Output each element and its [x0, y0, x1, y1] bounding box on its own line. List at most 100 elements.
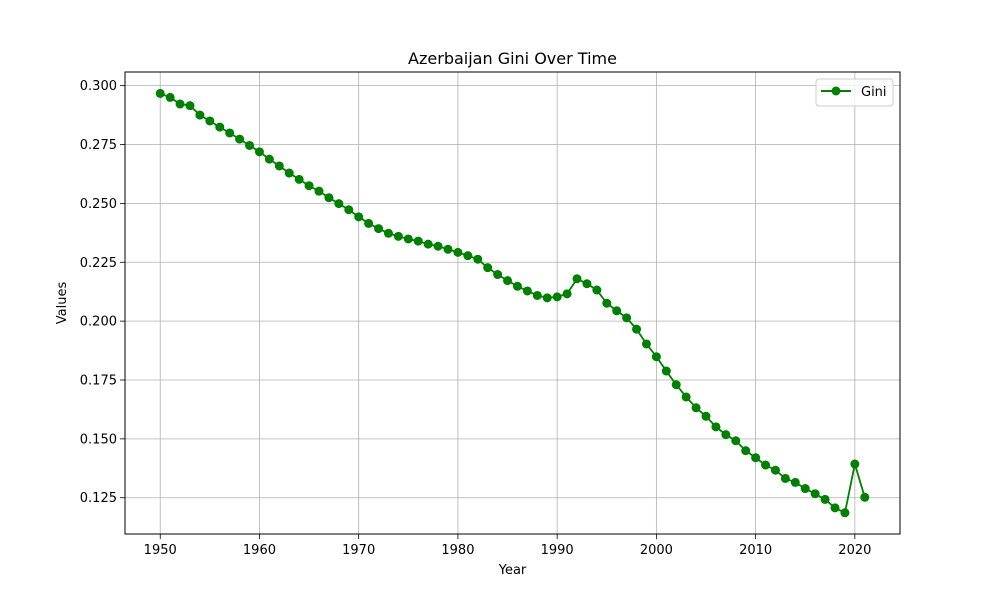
data-point: [820, 494, 830, 504]
y-tick-label: 0.250: [80, 197, 117, 212]
data-point: [661, 366, 671, 376]
y-tick-label: 0.200: [80, 315, 117, 330]
data-point: [225, 128, 235, 138]
data-point: [185, 101, 195, 111]
data-point: [155, 88, 165, 98]
y-tick-label: 0.125: [80, 491, 117, 506]
data-point: [552, 292, 562, 302]
y-tick-label: 0.300: [80, 79, 117, 94]
data-point: [374, 224, 384, 234]
legend-label-gini: Gini: [861, 85, 887, 100]
data-point: [393, 231, 403, 241]
data-point: [671, 380, 681, 390]
data-point: [205, 116, 215, 126]
data-point: [264, 154, 274, 164]
x-tick-label: 2010: [739, 543, 772, 558]
y-tick-label: 0.175: [80, 374, 117, 389]
data-point: [364, 218, 374, 228]
data-point: [761, 460, 771, 470]
legend-box: [815, 78, 894, 107]
y-axis-label: Values: [55, 282, 70, 325]
data-point: [522, 286, 532, 296]
data-point: [354, 212, 364, 222]
data-point: [770, 465, 780, 475]
data-point: [780, 473, 790, 483]
axis-ticks: 1950 1960 1970 1980 1990 2000 2010 2020 0.125 0.1…: [80, 79, 872, 558]
data-point: [235, 134, 245, 144]
data-point: [503, 276, 513, 286]
data-point: [532, 290, 542, 300]
grid-lines: [125, 72, 900, 534]
data-point: [344, 205, 354, 215]
data-point: [512, 281, 522, 291]
data-point: [403, 234, 413, 244]
chart-title: Azerbaijan Gini Over Time: [408, 49, 617, 68]
x-tick-label: 2000: [640, 543, 673, 558]
data-point: [582, 279, 592, 289]
data-point: [245, 140, 255, 150]
y-tick-label: 0.275: [80, 138, 117, 153]
legend-marker-swatch: [831, 86, 841, 96]
data-point: [433, 241, 443, 251]
data-point: [254, 147, 264, 157]
data-point: [443, 244, 453, 254]
data-point: [721, 430, 731, 440]
data-point: [383, 228, 393, 238]
data-point: [324, 193, 334, 203]
x-tick-label: 1960: [243, 543, 276, 558]
data-point: [453, 247, 463, 257]
data-point: [840, 508, 850, 518]
data-point: [691, 403, 701, 413]
x-tick-label: 2020: [838, 543, 871, 558]
data-point: [810, 489, 820, 499]
data-point: [741, 446, 751, 456]
data-point: [731, 436, 741, 446]
data-point: [701, 411, 711, 421]
data-point: [165, 92, 175, 102]
data-point: [651, 352, 661, 362]
data-point: [641, 339, 651, 349]
data-point: [751, 453, 761, 463]
legend: Gini: [815, 78, 894, 107]
data-point: [413, 236, 423, 246]
data-point: [830, 503, 840, 513]
data-point: [612, 306, 622, 316]
data-point: [423, 239, 433, 249]
data-point: [463, 251, 473, 261]
x-tick-label: 1970: [342, 543, 375, 558]
data-point: [314, 186, 324, 196]
y-tick-label: 0.225: [80, 256, 117, 271]
x-tick-label: 1950: [144, 543, 177, 558]
data-point: [493, 270, 503, 280]
data-point: [483, 263, 493, 273]
data-point: [304, 181, 314, 191]
data-point: [681, 392, 691, 402]
data-point: [790, 477, 800, 487]
x-tick-label: 1980: [441, 543, 474, 558]
plot-frame: [124, 71, 901, 535]
data-point: [195, 110, 205, 120]
data-point: [602, 298, 612, 308]
data-point: [473, 254, 483, 264]
data-point: [334, 199, 344, 209]
data-point: [622, 313, 632, 323]
data-point: [711, 422, 721, 432]
data-point: [850, 459, 860, 469]
data-point: [572, 274, 582, 284]
data-point: [562, 289, 572, 299]
data-point: [294, 174, 304, 184]
data-point: [274, 161, 284, 171]
data-point: [800, 484, 810, 494]
y-tick-label: 0.150: [80, 432, 117, 447]
data-point: [860, 492, 870, 502]
x-axis-label: Year: [498, 563, 527, 578]
data-point: [175, 99, 185, 109]
data-point: [284, 168, 294, 178]
data-point: [592, 285, 602, 295]
data-point: [215, 122, 225, 132]
data-point: [632, 324, 642, 334]
data-point: [542, 293, 552, 303]
series-layer: [155, 88, 870, 518]
